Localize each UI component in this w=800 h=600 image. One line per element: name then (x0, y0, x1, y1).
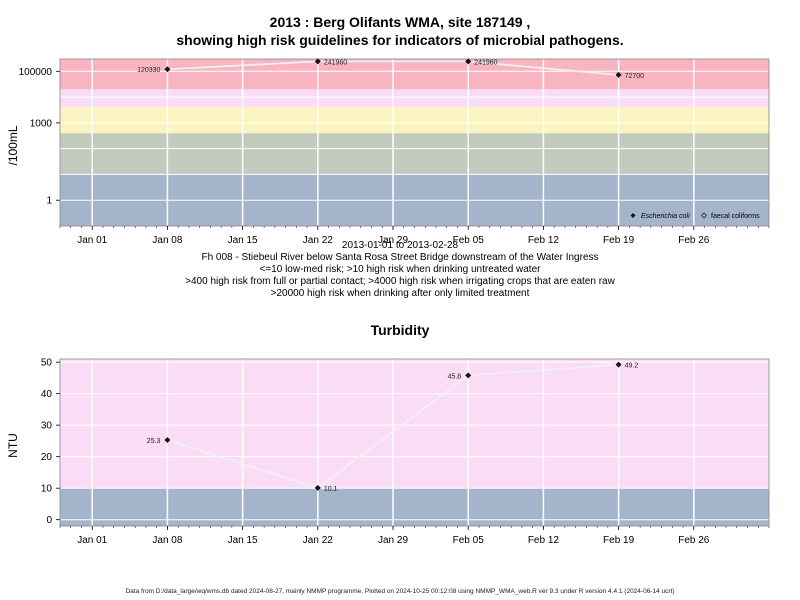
data-point (615, 71, 622, 78)
x-tick-label: Feb 19 (603, 535, 635, 546)
x-tick-label: Jan 01 (77, 235, 107, 246)
data-point (314, 484, 321, 491)
data-label: 241960 (324, 59, 347, 66)
series-line (167, 363, 619, 489)
y-tick-label: 0 (46, 515, 52, 526)
series-line (167, 60, 619, 76)
caption-date-range: 2013-01-01 to 2013-02-28 (341, 240, 459, 251)
data-point (314, 58, 321, 65)
y-tick-label: 30 (41, 421, 53, 432)
legend-marker-ecoli (630, 213, 636, 218)
chart-title-line2: showing high risk guidelines for indicat… (176, 32, 624, 48)
data-label: 49.2 (625, 363, 639, 370)
x-tick-label: Jan 29 (378, 535, 408, 546)
caption-risk-2: >400 high risk from full or partial cont… (185, 276, 615, 287)
chart-panel-1: Jan 01 Jan 08 Jan 15 Jan 22 Jan 29 Feb 05 Feb … (6, 358, 770, 546)
data-point (164, 436, 171, 443)
x-tick-label: Jan 29 (378, 235, 408, 246)
data-point (465, 58, 472, 65)
x-tick-label: Jan 15 (228, 535, 258, 546)
legend-marker-faecal (701, 212, 707, 219)
x-tick-label: Jan 22 (303, 535, 333, 546)
y-tick-label: 1 (46, 196, 52, 207)
x-tick-label: Feb 19 (603, 235, 635, 246)
data-label: 72700 (625, 73, 645, 80)
risk-band (60, 133, 769, 175)
footer-note: Data from D:/data_large/wq/wms.db dated … (125, 588, 675, 595)
x-tick-label: Jan 15 (228, 235, 258, 246)
x-tick-label: Jan 08 (152, 535, 182, 546)
risk-band (60, 59, 769, 90)
x-tick-label: Feb 12 (528, 535, 560, 546)
data-label: 25.3 (147, 438, 161, 445)
y-tick-label: 10 (41, 484, 53, 495)
y-tick-label: 40 (41, 389, 53, 400)
data-point (164, 66, 171, 73)
risk-band (60, 89, 769, 108)
legend-label-faecal: faecal coliforms (711, 213, 760, 220)
data-label: 45.8 (448, 373, 462, 380)
x-tick-label: Feb 05 (453, 535, 485, 546)
x-tick-label: Feb 12 (528, 235, 560, 246)
legend-label-ecoli: Escherichia coli (641, 213, 690, 220)
x-tick-label: Feb 05 (453, 235, 485, 246)
data-label: 241960 (474, 59, 497, 66)
data-label: 120330 (137, 67, 160, 74)
caption-site: Fh 008 - Stiebeul River below Santa Rosa… (201, 252, 599, 263)
risk-band (60, 107, 769, 134)
data-point (615, 361, 622, 368)
x-tick-label: Jan 08 (152, 235, 182, 246)
risk-band (60, 488, 769, 526)
y-tick-label: 20 (41, 452, 53, 463)
risk-band (60, 359, 769, 489)
chart-title-line1: 2013 : Berg Olifants WMA, site 187149 , (269, 14, 531, 30)
x-tick-label: Feb 26 (678, 535, 710, 546)
y-axis-label: NTU (6, 433, 20, 458)
y-tick-label: 100000 (19, 67, 53, 78)
data-point (465, 372, 472, 379)
caption-risk-1: <=10 low-med risk; >10 high risk when dr… (259, 264, 541, 275)
caption-risk-3: >20000 high risk when drinking after onl… (270, 288, 530, 299)
y-tick-label: 50 (41, 358, 53, 369)
x-tick-label: Jan 01 (77, 535, 107, 546)
turbidity-title: Turbidity (370, 322, 430, 338)
x-tick-label: Jan 22 (303, 235, 333, 246)
data-label: 10.1 (324, 486, 338, 493)
x-tick-label: Feb 26 (678, 235, 710, 246)
chart-panel-0: Jan 01 Jan 08 Jan 15 Jan 22 Jan 29 Feb 05 Feb … (6, 58, 770, 246)
y-axis-label: /100mL (6, 125, 20, 165)
y-tick-label: 1000 (30, 118, 53, 129)
